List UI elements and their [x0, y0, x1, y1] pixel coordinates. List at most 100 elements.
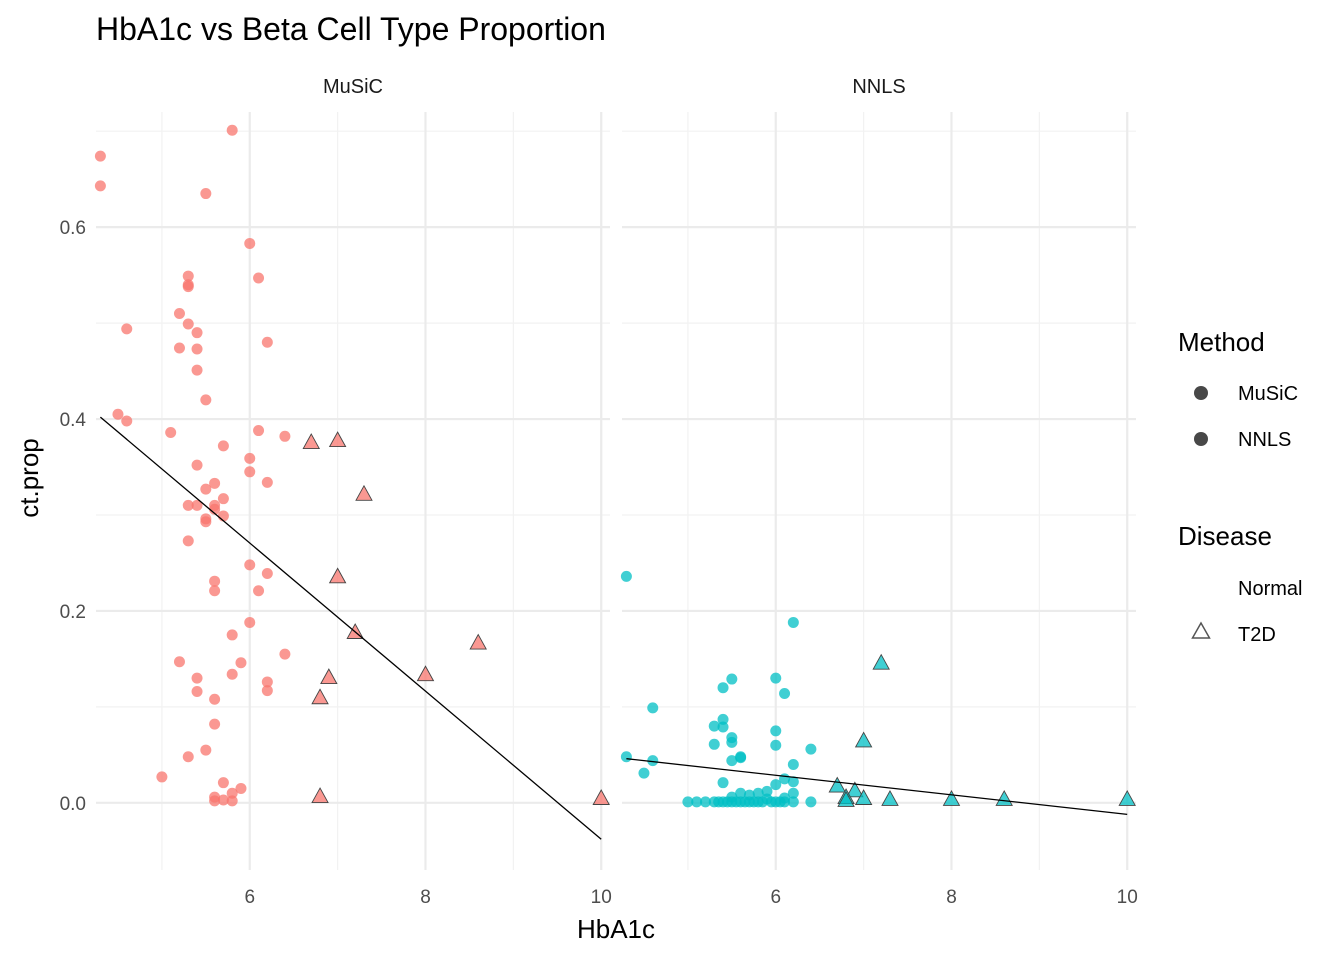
facet-panel-nnls: NNLS 6 8 10 [620, 76, 1138, 908]
legend-music-key [1194, 386, 1208, 400]
data-point-normal [279, 430, 291, 442]
data-point-normal [244, 616, 256, 628]
data-point-normal [226, 629, 238, 641]
data-point-normal [261, 685, 273, 697]
data-point-normal [244, 466, 256, 478]
data-point-normal [217, 440, 229, 452]
data-point-t2d [311, 787, 329, 804]
data-point-normal [200, 188, 212, 200]
data-point-normal [726, 736, 738, 748]
data-point-normal [191, 672, 203, 684]
data-point-normal [726, 673, 738, 685]
legend-nnls-label: NNLS [1238, 429, 1291, 451]
data-point-normal [173, 656, 185, 668]
data-point-normal [261, 336, 273, 348]
data-point-normal [261, 568, 273, 580]
legend-disease-title: Disease [1178, 521, 1272, 551]
data-point-t2d [1118, 790, 1136, 806]
data-point-t2d [328, 567, 347, 584]
data-point-t2d [469, 633, 487, 650]
data-point-normal [244, 237, 256, 249]
data-point-normal [787, 616, 799, 628]
data-point-normal [717, 713, 729, 725]
data-point-normal [726, 755, 738, 767]
data-point-normal [182, 281, 194, 293]
data-point-normal [191, 327, 203, 339]
data-point-normal [209, 503, 221, 515]
data-point-normal [209, 693, 221, 705]
data-point-t2d [995, 790, 1013, 806]
data-point-normal [209, 575, 221, 587]
facet-strip-label: MuSiC [323, 76, 383, 98]
data-point-normal [779, 796, 791, 808]
data-point-normal [226, 787, 238, 799]
data-point-normal [182, 270, 194, 282]
data-point-normal [787, 787, 799, 799]
facet-panel-music: MuSiC 6 8 10 0.0 0.2 0.4 0.6 [60, 76, 612, 908]
data-point-normal [217, 794, 229, 806]
y-tick-label: 0.2 [60, 602, 86, 623]
data-point-t2d [355, 484, 373, 501]
data-point-normal [735, 752, 747, 764]
data-point-normal [735, 787, 747, 799]
chart-title: HbA1c vs Beta Cell Type Proportion [96, 11, 606, 47]
data-point-normal [121, 415, 133, 427]
data-point-normal [620, 751, 632, 763]
data-point-normal [787, 758, 799, 770]
data-point-normal [112, 408, 124, 420]
legend-method-title: Method [1178, 327, 1265, 357]
y-tick-label: 0.0 [60, 794, 86, 815]
data-point-normal [770, 725, 782, 737]
data-point-normal [253, 272, 265, 284]
data-point-normal [217, 510, 229, 522]
data-point-normal [182, 751, 194, 763]
data-point-normal [647, 755, 659, 767]
regression-line [626, 758, 1128, 815]
legend-normal-label: Normal [1238, 578, 1302, 600]
data-point-normal [156, 771, 168, 783]
data-point-normal [165, 426, 177, 438]
data-point-normal [182, 318, 194, 330]
data-point-normal [182, 535, 194, 547]
data-point-normal [191, 343, 203, 355]
data-point-normal [717, 682, 729, 694]
data-point-normal [770, 739, 782, 751]
y-tick-label: 0.4 [60, 410, 87, 431]
data-point-normal [770, 672, 782, 684]
data-point-normal [191, 459, 203, 471]
data-point-normal [182, 499, 194, 511]
regression-line [99, 416, 602, 840]
data-point-normal [209, 585, 221, 597]
data-point-normal [235, 657, 247, 669]
data-point-normal [200, 744, 212, 756]
data-point-normal [787, 796, 799, 808]
data-point-t2d [942, 790, 961, 806]
x-tick-label: 6 [244, 887, 255, 908]
data-point-t2d [881, 790, 899, 806]
data-point-normal [717, 721, 729, 733]
data-point-t2d [592, 789, 610, 805]
data-point-normal [253, 585, 265, 597]
data-point-normal [209, 718, 221, 730]
data-point-normal [244, 452, 256, 464]
data-point-normal [209, 795, 221, 807]
data-point-normal [209, 477, 221, 489]
data-point-normal [691, 796, 703, 808]
x-axis-title: HbA1c [577, 914, 655, 944]
data-point-normal [235, 782, 247, 794]
data-point-normal [770, 779, 782, 791]
data-point-t2d [302, 433, 321, 449]
data-point-normal [682, 796, 694, 808]
data-point-normal [217, 493, 229, 505]
data-point-normal [708, 738, 720, 750]
x-tick-label: 8 [420, 887, 431, 908]
data-point-normal [191, 686, 203, 698]
legend: Method MuSiC NNLS Disease Normal T2D [1178, 327, 1302, 646]
data-point-normal [217, 777, 229, 789]
legend-nnls-key [1194, 432, 1208, 446]
data-point-normal [761, 785, 773, 797]
data-point-normal [121, 323, 133, 335]
data-point-normal [779, 687, 791, 699]
data-point-t2d [872, 653, 890, 670]
